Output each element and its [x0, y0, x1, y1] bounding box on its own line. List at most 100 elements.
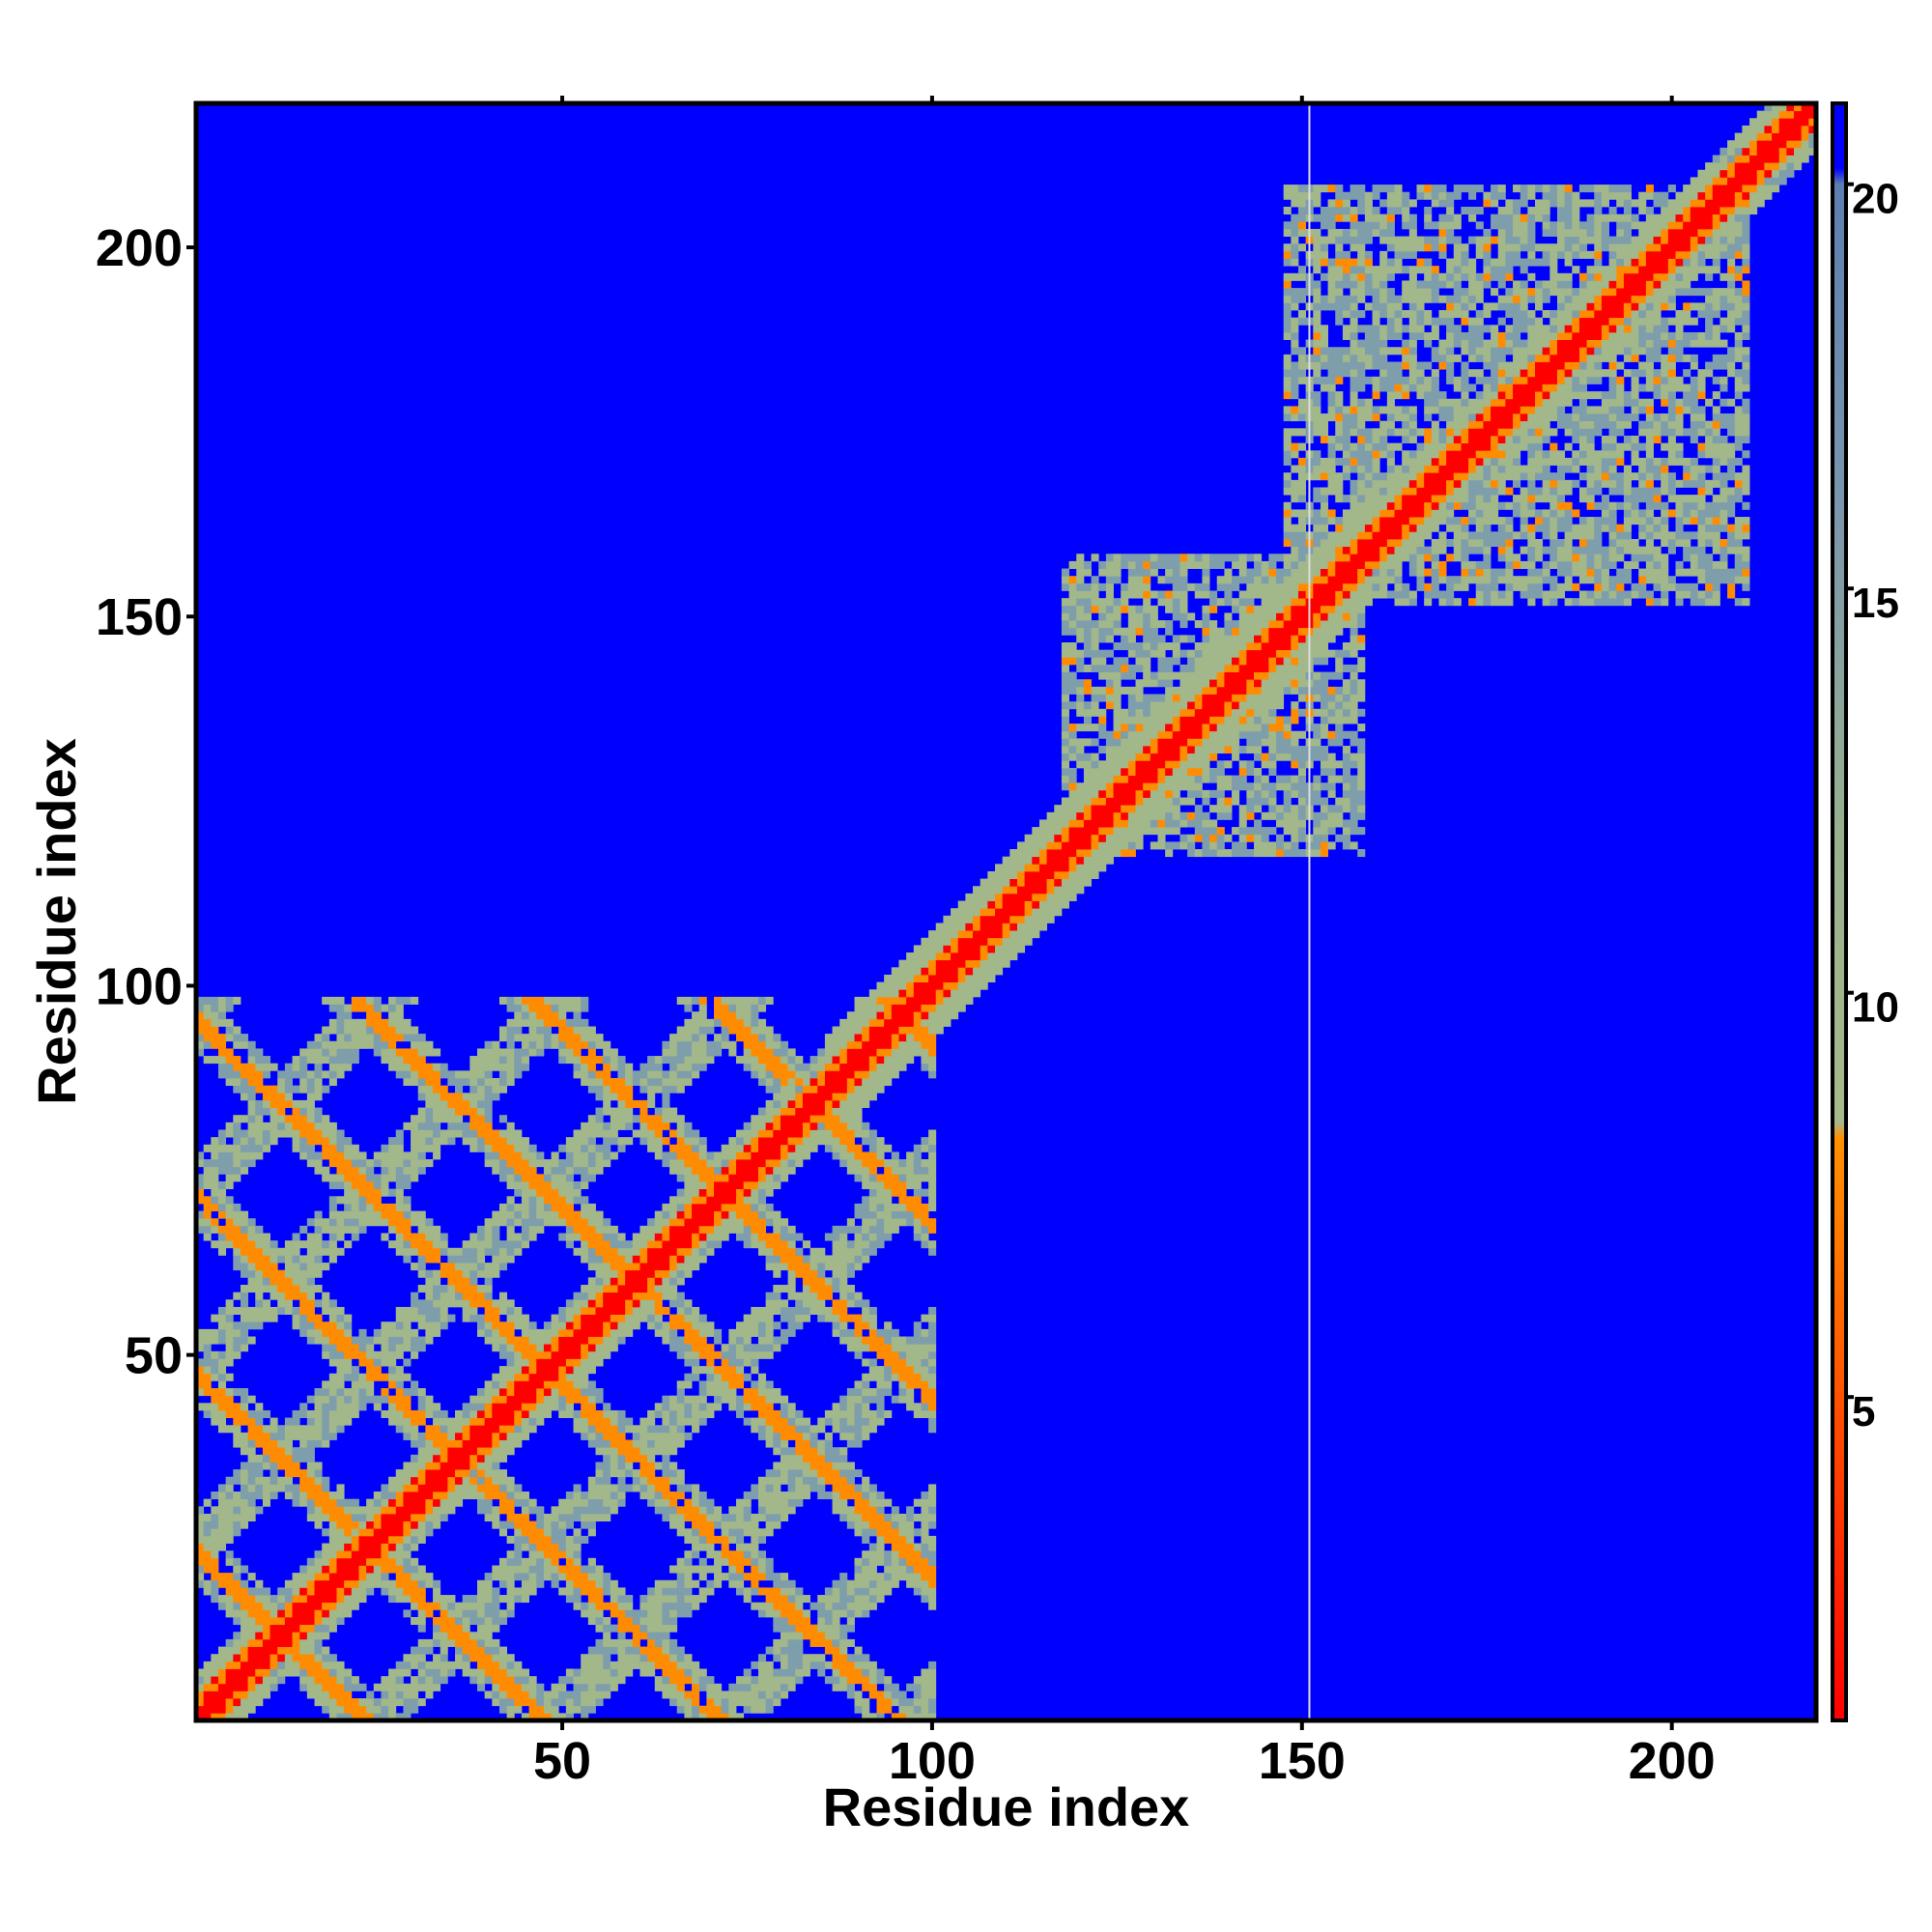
heatmap-cell [373, 1528, 382, 1537]
heatmap-cell [684, 1550, 693, 1559]
heatmap-cell [736, 1498, 745, 1507]
heatmap-cell [721, 1358, 729, 1367]
heatmap-cell [558, 1004, 567, 1012]
heatmap-cell [603, 1233, 611, 1241]
heatmap-cell [736, 1395, 745, 1404]
heatmap-cell [306, 1506, 315, 1515]
heatmap-cell [603, 1676, 611, 1685]
heatmap-cell [433, 1676, 441, 1685]
heatmap-cell [233, 996, 242, 1005]
heatmap-cell [270, 1255, 278, 1264]
heatmap-cell [270, 1277, 278, 1286]
heatmap-cell [322, 1380, 330, 1389]
heatmap-cell [328, 1713, 337, 1721]
heatmap-cell [632, 1432, 640, 1440]
heatmap-cell [292, 1624, 300, 1633]
heatmap-cell [795, 1306, 804, 1315]
heatmap-cell [780, 1683, 789, 1691]
heatmap-cell [810, 1285, 818, 1293]
heatmap-cell [669, 1077, 678, 1087]
heatmap-cell [425, 1144, 434, 1152]
heatmap-cell [506, 1159, 515, 1168]
heatmap-cell [351, 1498, 359, 1507]
heatmap-cell [417, 1616, 426, 1626]
heatmap-cell [684, 1263, 693, 1271]
heatmap-cell [314, 1573, 323, 1581]
heatmap-cell [565, 1492, 574, 1500]
heatmap-cell [262, 1476, 270, 1485]
heatmap-cell [447, 1107, 456, 1116]
heatmap-cell [565, 1498, 574, 1507]
heatmap-cell [328, 1299, 337, 1308]
heatmap-cell [270, 1654, 278, 1662]
heatmap-cell [314, 1395, 323, 1404]
heatmap-cell [603, 1048, 611, 1057]
heatmap-cell [417, 1388, 426, 1397]
heatmap-cell [484, 1388, 493, 1397]
heatmap-cell [573, 1321, 582, 1330]
heatmap-cell [203, 1579, 212, 1588]
heatmap-cell [669, 1034, 678, 1042]
heatmap-cell [328, 1395, 337, 1404]
heatmap-cell [728, 1350, 737, 1359]
heatmap-cell [721, 1174, 729, 1182]
heatmap-cell [692, 1026, 700, 1035]
heatmap-cell [217, 1646, 227, 1655]
heatmap-cell [573, 1004, 582, 1012]
heatmap-cell [617, 1314, 626, 1322]
heatmap-cell [565, 1218, 574, 1227]
heatmap-cell [824, 1624, 833, 1633]
heatmap-cell [306, 1269, 315, 1278]
heatmap-cell [787, 1285, 796, 1293]
heatmap-cell [839, 1159, 848, 1168]
heatmap-cell [322, 1654, 330, 1662]
heatmap-cell [810, 1056, 818, 1065]
heatmap-cell [498, 1498, 508, 1507]
heatmap-cell [440, 1484, 448, 1492]
heatmap-cell [417, 1498, 426, 1507]
heatmap-cell [306, 1292, 315, 1300]
heatmap-cell [247, 1129, 256, 1138]
heatmap-cell [514, 1063, 523, 1071]
heatmap-cell [328, 1350, 337, 1359]
heatmap-cell [706, 1705, 715, 1714]
heatmap-cell [225, 1328, 234, 1337]
heatmap-cell [476, 1321, 486, 1330]
heatmap-cell [255, 1690, 264, 1699]
heatmap-cell [736, 1188, 745, 1197]
heatmap-cell [440, 1676, 448, 1685]
heatmap-cell [573, 1380, 582, 1389]
heatmap-cell [395, 1344, 404, 1352]
heatmap-cell [757, 1344, 767, 1352]
heatmap-cell [425, 1454, 434, 1463]
heatmap-cell [528, 1004, 537, 1012]
heatmap-cell [528, 1690, 537, 1699]
heatmap-cell [639, 1063, 648, 1071]
heatmap-cell [476, 1454, 486, 1463]
heatmap-cell [425, 1447, 434, 1456]
heatmap-cell [565, 1233, 574, 1241]
heatmap-cell [240, 1654, 249, 1662]
heatmap-cell [558, 1698, 567, 1707]
heatmap-cell [647, 1269, 656, 1278]
heatmap-cell [506, 1344, 515, 1352]
heatmap-cell [476, 1144, 486, 1152]
heatmap-cell [773, 1321, 781, 1330]
heatmap-cell [476, 1077, 486, 1087]
heatmap-cell [322, 1624, 330, 1633]
heatmap-cell [639, 1616, 648, 1626]
heatmap-cell [344, 1314, 353, 1322]
heatmap-cell [292, 1646, 300, 1655]
heatmap-cell [639, 1269, 648, 1278]
heatmap-cell [832, 1492, 840, 1500]
heatmap-cell [211, 1587, 219, 1596]
heatmap-cell [565, 1306, 574, 1315]
heatmap-cell [492, 1573, 500, 1581]
heatmap-cell [765, 1646, 774, 1655]
heatmap-cell [757, 1705, 767, 1714]
heatmap-cell [299, 1240, 308, 1249]
heatmap-cell [684, 1203, 693, 1211]
heatmap-cell [366, 1181, 375, 1190]
heatmap-cell [217, 1129, 227, 1138]
heatmap-cell [411, 1579, 419, 1588]
